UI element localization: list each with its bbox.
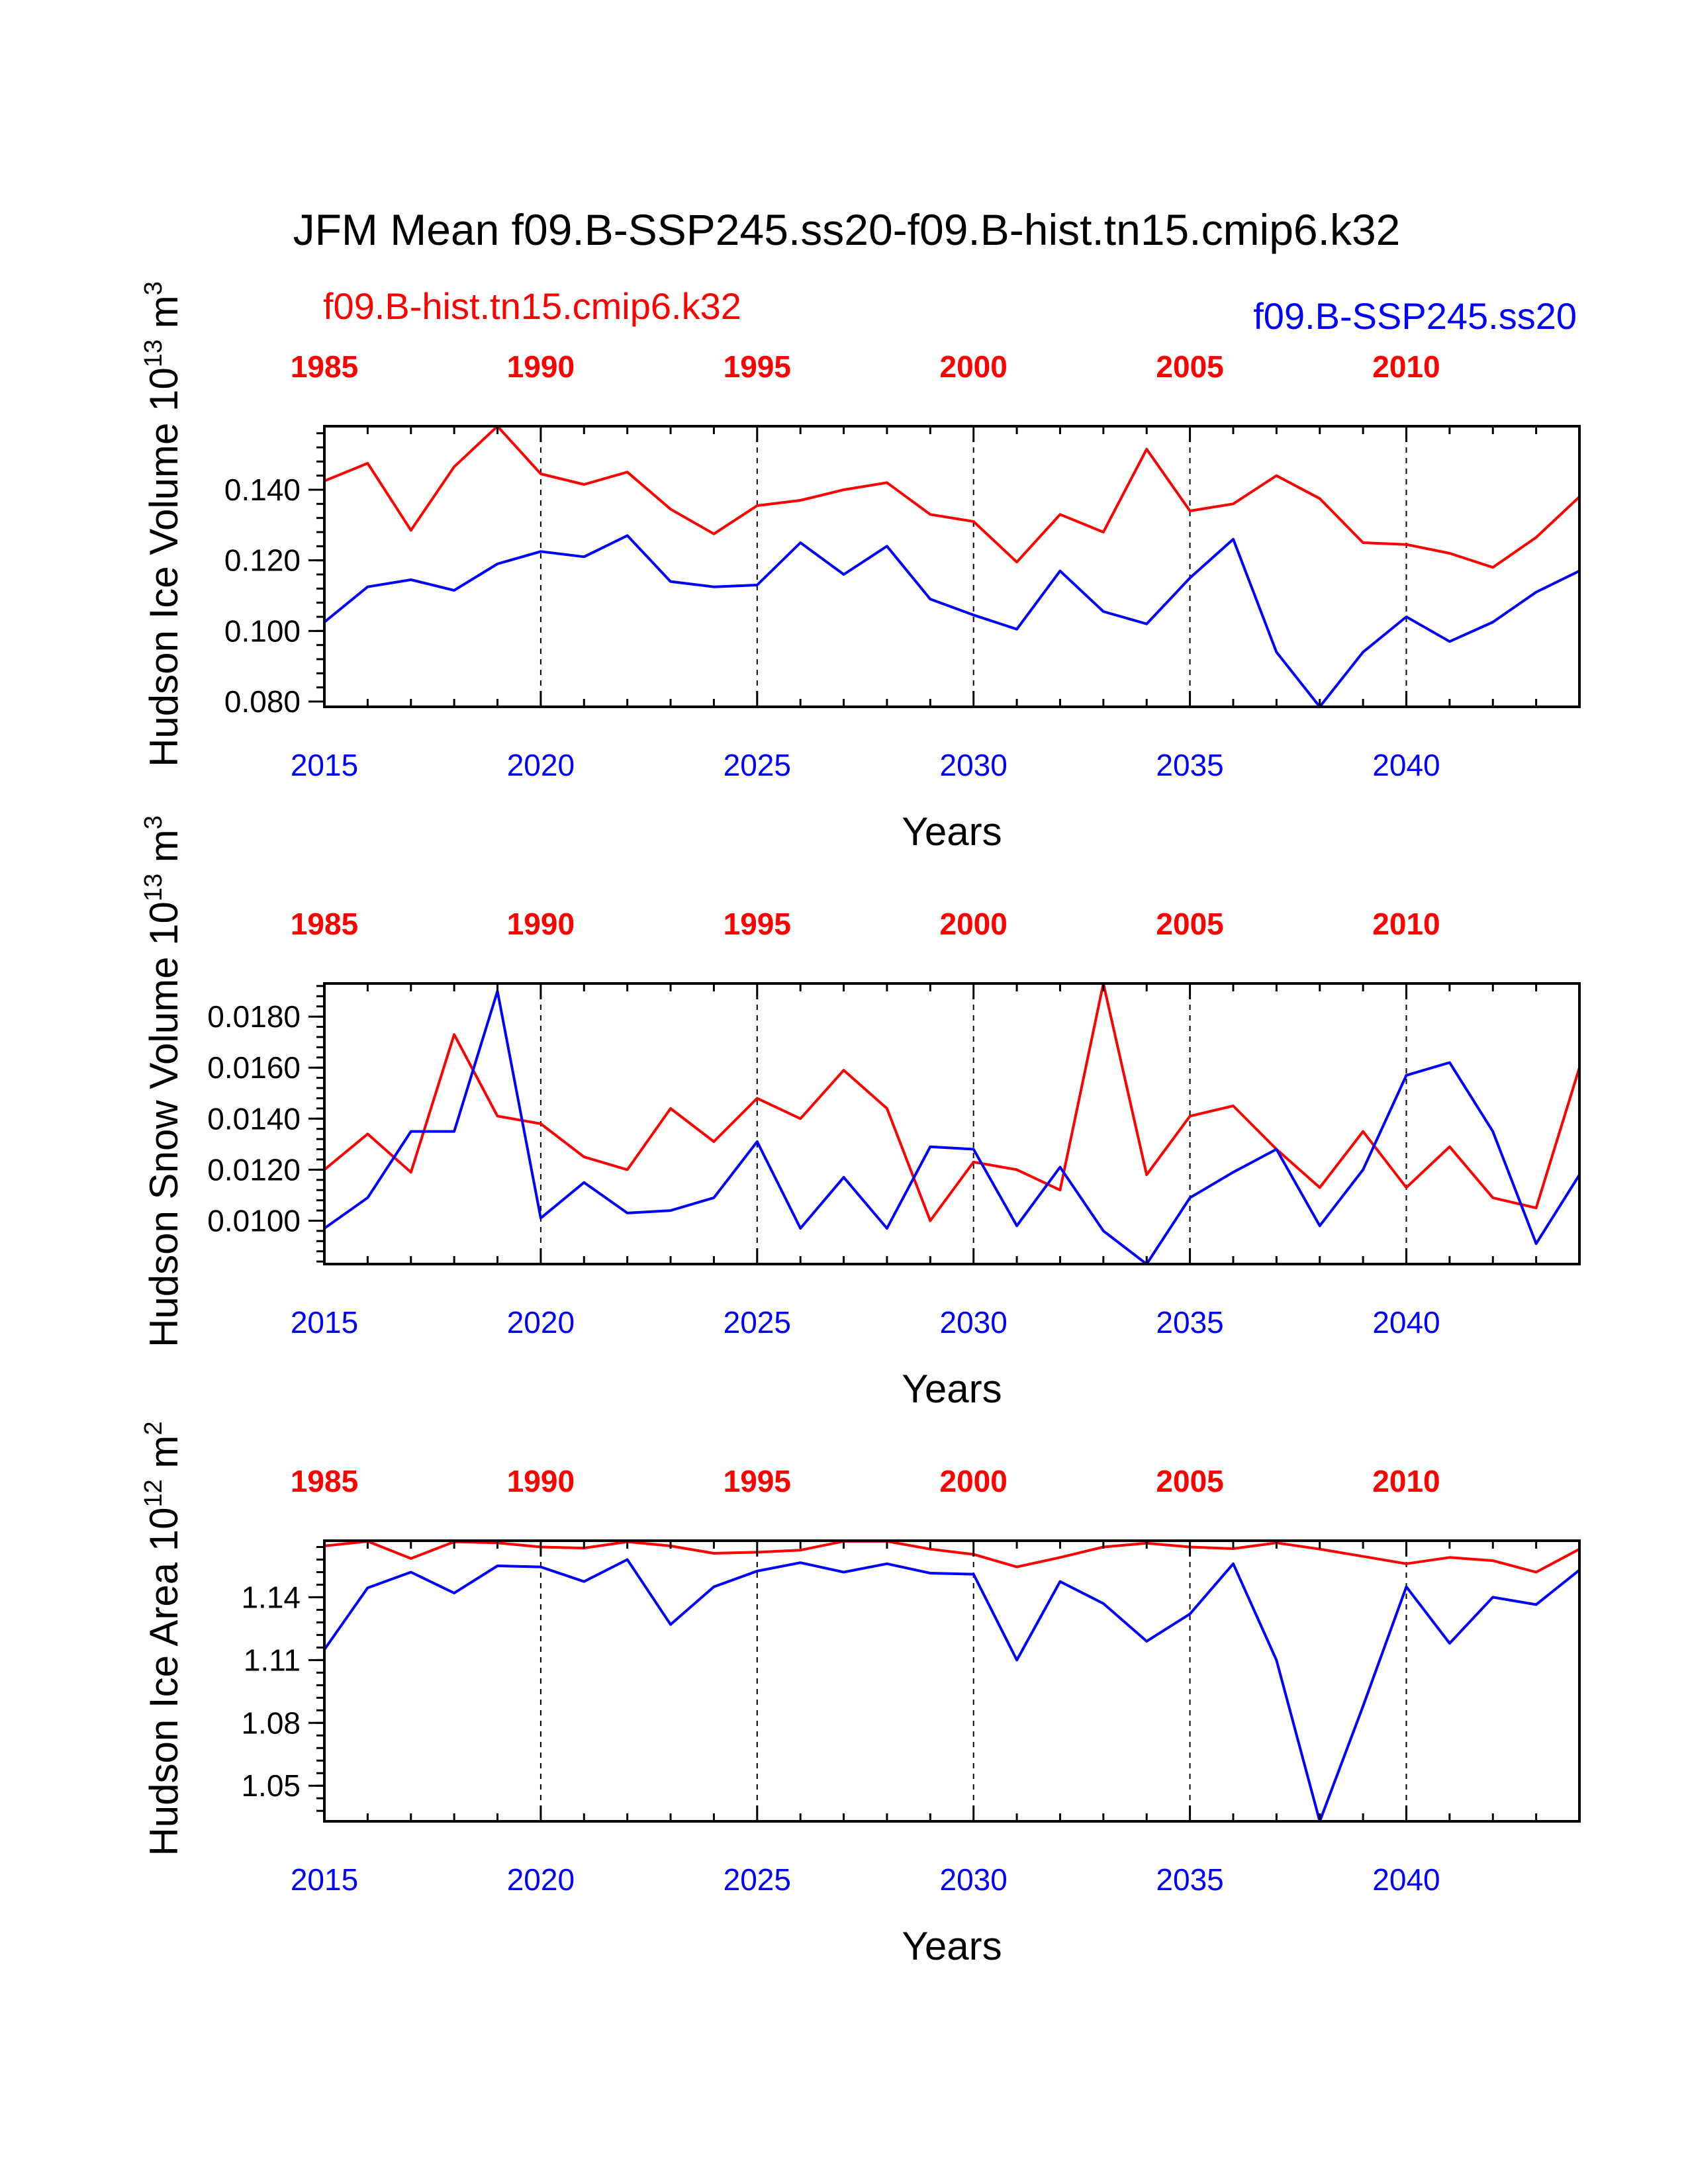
x-tick-label: 2015	[291, 1305, 358, 1340]
x-axis-title: Years	[902, 809, 1002, 854]
y-axis-title-part: Hudson Snow Volume 10	[142, 901, 186, 1347]
top-x-tick-label: 1990	[507, 907, 575, 941]
y-axis-title-part: m	[142, 295, 186, 340]
y-tick-label: 0.0100	[207, 1203, 301, 1238]
x-tick-label: 2030	[940, 1862, 1008, 1897]
x-tick-label: 2030	[940, 748, 1008, 782]
x-tick-label: 2035	[1156, 748, 1223, 782]
y-tick-label: 0.120	[224, 543, 301, 578]
top-x-tick-label: 1995	[724, 907, 791, 941]
top-x-tick-label: 1995	[724, 349, 791, 384]
x-tick-label: 2040	[1372, 1862, 1440, 1897]
top-x-tick-label: 2010	[1372, 1464, 1440, 1498]
y-axis-title-part: 13	[140, 340, 167, 367]
legend-hist-label: f09.B-hist.tn15.cmip6.k32	[323, 285, 741, 327]
top-x-tick-label: 2005	[1156, 907, 1223, 941]
chart-panels: 0.080 0.100 0.120 0.140 2015 2020 2025 2030 2035…	[140, 281, 1581, 1968]
x-tick-label: 2020	[507, 748, 575, 782]
series-line-hist	[323, 982, 1581, 1222]
top-x-tick-label: 1985	[291, 907, 358, 941]
legend-ssp-label: f09.B-SSP245.ss20	[1253, 295, 1577, 337]
top-x-tick-label: 1990	[507, 349, 575, 384]
x-tick-label: 2040	[1372, 1305, 1440, 1340]
top-x-tick-label: 2010	[1372, 349, 1440, 384]
y-tick-label: 0.0120	[207, 1152, 301, 1187]
x-tick-label: 2020	[507, 1862, 575, 1897]
x-axis-title: Years	[902, 1924, 1002, 1968]
y-tick-label: 0.0160	[207, 1050, 301, 1085]
chart-panel-3: 1.05 1.08 1.11 1.14 2015 2020 2025 2030 2035 2040…	[140, 1421, 1581, 1968]
y-tick-label: 1.14	[241, 1580, 301, 1614]
y-axis-title-part: 3	[140, 281, 167, 295]
y-axis-title-part: m	[142, 1435, 186, 1480]
chart-panel-1: 0.080 0.100 0.120 0.140 2015 2020 2025 2030 2035…	[140, 281, 1581, 854]
y-tick-label: 0.080	[224, 684, 301, 719]
x-tick-label: 2015	[291, 748, 358, 782]
figure-title: JFM Mean f09.B-SSP245.ss20-f09.B-hist.tn…	[293, 205, 1401, 254]
x-tick-label: 2035	[1156, 1305, 1223, 1340]
y-tick-label: 1.05	[241, 1768, 301, 1803]
x-tick-label: 2025	[724, 748, 791, 782]
top-x-tick-label: 2005	[1156, 349, 1223, 384]
x-tick-label: 2035	[1156, 1862, 1223, 1897]
y-tick-label: 1.08	[241, 1706, 301, 1740]
x-tick-label: 2030	[940, 1305, 1008, 1340]
series-line-hist	[324, 425, 1581, 569]
plot-frame	[323, 1539, 1581, 1823]
y-axis-title-part: m	[142, 829, 186, 874]
top-x-tick-label: 2000	[940, 349, 1008, 384]
top-x-tick-label: 2000	[940, 907, 1008, 941]
series-line-ssp	[323, 534, 1580, 708]
y-axis-title: Hudson Snow Volume 1013 m3	[140, 815, 186, 1347]
plot-frame	[323, 982, 1581, 1265]
y-axis-title: Hudson Ice Volume 1013 m3	[140, 281, 186, 767]
plot-frame	[323, 425, 1581, 708]
y-tick-label: 1.11	[244, 1643, 301, 1677]
y-axis-title-part: Hudson Ice Volume 10	[142, 367, 186, 767]
top-x-tick-label: 1985	[291, 349, 358, 384]
y-tick-label: 0.0180	[207, 999, 301, 1034]
y-tick-label: 0.100	[224, 614, 301, 648]
y-axis-title-part: 3	[140, 815, 167, 829]
chart-panel-2: 0.0100 0.0120 0.0140 0.0160 0.0180 2015 2020 20…	[140, 815, 1581, 1411]
y-axis-title-part: 12	[140, 1479, 167, 1507]
series-line-ssp	[323, 989, 1581, 1265]
top-x-tick-label: 2010	[1372, 907, 1440, 941]
top-x-tick-label: 2005	[1156, 1464, 1223, 1498]
y-tick-label: 0.0140	[207, 1101, 301, 1136]
y-tick-label: 0.140	[224, 473, 301, 507]
x-tick-label: 2020	[507, 1305, 575, 1340]
series-line-ssp	[323, 1558, 1581, 1823]
x-tick-label: 2015	[291, 1862, 358, 1897]
y-axis-title-part: 2	[140, 1421, 167, 1435]
x-tick-label: 2040	[1372, 748, 1440, 782]
x-tick-label: 2025	[724, 1305, 791, 1340]
top-x-tick-label: 1985	[291, 1464, 358, 1498]
series-line-hist	[324, 1539, 1580, 1574]
top-x-tick-label: 1990	[507, 1464, 575, 1498]
y-axis-title-part: 13	[140, 874, 167, 901]
top-x-tick-label: 2000	[940, 1464, 1008, 1498]
x-tick-label: 2025	[724, 1862, 791, 1897]
x-axis-title: Years	[902, 1367, 1002, 1411]
y-axis-title: Hudson Ice Area 1012 m2	[140, 1421, 186, 1856]
y-axis-title-part: Hudson Ice Area 10	[142, 1508, 186, 1856]
top-x-tick-label: 1995	[724, 1464, 791, 1498]
